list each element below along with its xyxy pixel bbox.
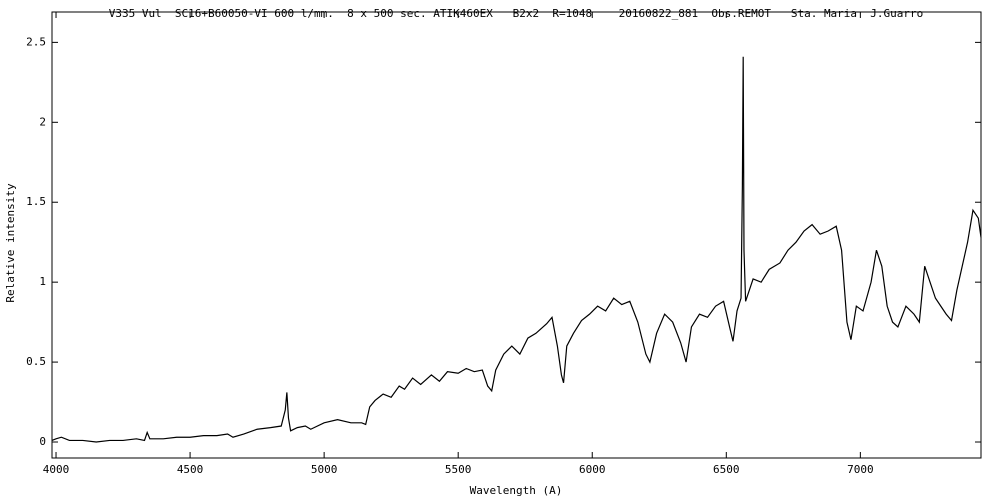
y-axis-label: Relative intensity: [4, 183, 17, 303]
y-tick-label: 1.5: [26, 195, 46, 208]
x-tick-label: 6000: [579, 463, 606, 476]
chart-title: V335 Vul SC16+B60050-VI 600 l/mm. 8 x 50…: [109, 7, 924, 20]
x-tick-label: 4000: [43, 463, 70, 476]
x-axis-label: Wavelength (A): [470, 484, 563, 497]
plot-frame: [51, 11, 982, 459]
y-tick-label: 2: [39, 115, 46, 128]
x-tick-label: 5000: [311, 463, 338, 476]
y-tick-label: 0.5: [26, 355, 46, 368]
spectrum-line: [51, 56, 982, 443]
x-tick-label: 5500: [445, 463, 472, 476]
y-tick-label: 0: [39, 435, 46, 448]
y-tick-label: 2.5: [26, 35, 46, 48]
x-tick-label: 4500: [177, 463, 204, 476]
x-tick-label: 7000: [847, 463, 874, 476]
x-tick-label: 6500: [713, 463, 740, 476]
y-tick-label: 1: [39, 275, 46, 288]
